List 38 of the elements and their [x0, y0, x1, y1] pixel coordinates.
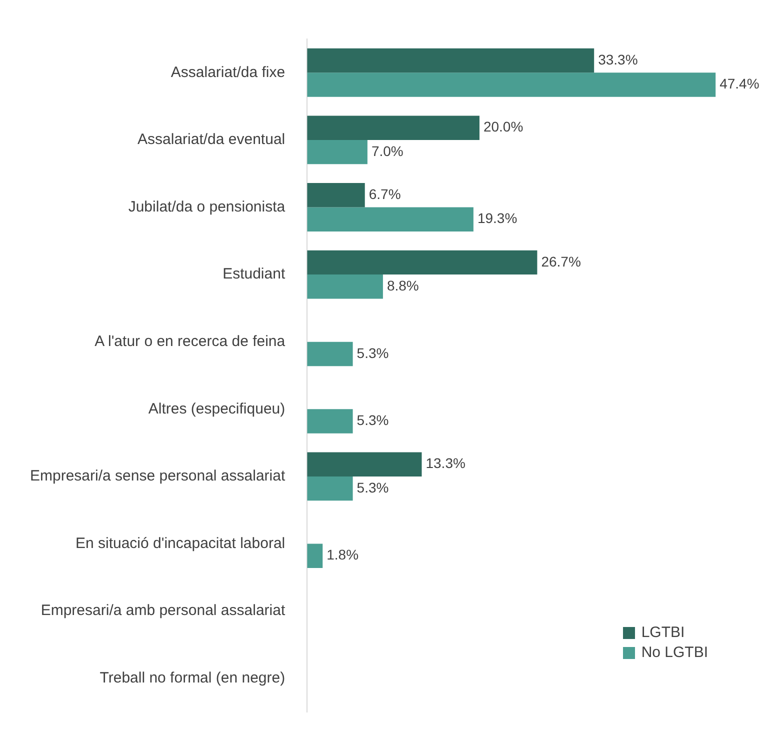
- data-label: 1.8%: [326, 546, 359, 563]
- bar: [307, 250, 538, 275]
- data-label: 20.0%: [483, 118, 524, 135]
- y-tick-label: En situació d'incapacitat laboral: [75, 534, 286, 552]
- bar: [307, 183, 365, 208]
- y-tick-label: Empresari/a sense personal assalariat: [30, 468, 286, 485]
- y-tick-label: Assalariat/da eventual: [138, 131, 286, 148]
- bar: [307, 140, 368, 164]
- y-tick-label: Estudiant: [222, 266, 286, 283]
- legend-label: No LGTBI: [641, 643, 708, 663]
- data-label: 5.3%: [356, 412, 389, 428]
- bar: [307, 72, 716, 97]
- data-label: 33.3%: [598, 51, 638, 68]
- data-label: 5.3%: [356, 479, 389, 496]
- bar: [307, 274, 383, 299]
- data-label: 5.3%: [356, 344, 389, 361]
- bar: [307, 409, 353, 434]
- bar: [307, 116, 480, 140]
- bar: [307, 342, 353, 366]
- bar: [307, 48, 594, 73]
- y-tick-label: Altres (especifiqueu): [148, 400, 286, 418]
- y-tick-label: Assalariat/da fixe: [170, 64, 286, 81]
- y-tick-label: Empresari/a amb personal assalariat: [40, 602, 286, 620]
- data-label: 6.7%: [368, 186, 401, 202]
- data-label: 7.0%: [371, 142, 404, 159]
- y-tick-label: Jubilat/da o pensionista: [128, 198, 286, 216]
- data-label: 47.4%: [720, 76, 760, 92]
- legend-label: LGTBI: [641, 623, 685, 643]
- data-label: 26.7%: [541, 253, 581, 270]
- data-label: 8.8%: [386, 278, 419, 294]
- y-tick-label: Treball no formal (en negre): [100, 669, 286, 686]
- bar: [307, 476, 353, 501]
- bar: [307, 207, 474, 232]
- y-tick-label: A l'atur o en recerca de feina: [94, 332, 286, 350]
- data-label: 13.3%: [426, 455, 466, 472]
- bar: [307, 452, 422, 476]
- bar: [307, 544, 323, 568]
- data-label: 19.3%: [477, 210, 518, 226]
